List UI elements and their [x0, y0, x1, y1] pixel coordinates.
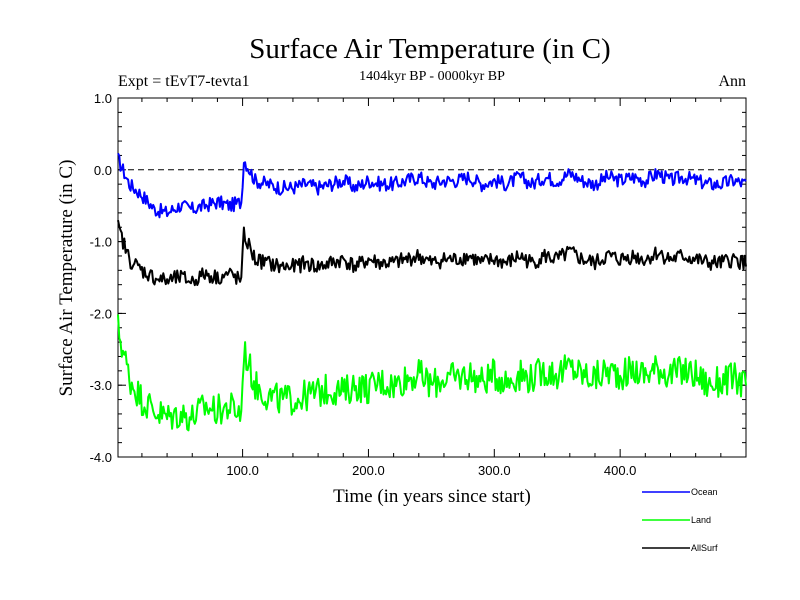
legend-label-land: Land	[691, 515, 711, 525]
data-series	[117, 152, 747, 432]
legend: Ocean Land AllSurf	[642, 487, 718, 553]
chart-title: Surface Air Temperature (in C)	[249, 33, 610, 65]
chart-subtitle: 1404kyr BP - 0000kyr BP	[359, 69, 505, 84]
axis-ticks: 1.0 0.0 -1.0 -2.0 -3.0 -4.0 100.0 200.0 300.0 400…	[90, 91, 746, 478]
y-tick-label: -3.0	[90, 378, 112, 393]
y-tick-label: -2.0	[90, 306, 112, 321]
series-line-allsurf	[117, 219, 747, 287]
plot-frame	[117, 97, 747, 458]
x-axis-label: Time (in years since start)	[333, 486, 531, 507]
x-tick-label: 400.0	[604, 463, 637, 478]
experiment-label: Expt = tEvT7-tevta1	[118, 73, 250, 90]
y-tick-label: 1.0	[94, 91, 112, 106]
y-axis-label: Surface Air Temperature (in C)	[56, 160, 77, 397]
season-label: Ann	[718, 73, 746, 90]
x-tick-label: 100.0	[226, 463, 259, 478]
y-tick-label: 0.0	[94, 163, 112, 178]
y-tick-label: -1.0	[90, 235, 112, 250]
series-line-ocean	[117, 152, 747, 219]
legend-label-ocean: Ocean	[691, 487, 718, 497]
y-tick-label: -4.0	[90, 450, 112, 465]
x-tick-label: 200.0	[352, 463, 385, 478]
series-line-land	[117, 314, 747, 432]
legend-label-allsurf: AllSurf	[691, 543, 718, 553]
x-tick-label: 300.0	[478, 463, 511, 478]
